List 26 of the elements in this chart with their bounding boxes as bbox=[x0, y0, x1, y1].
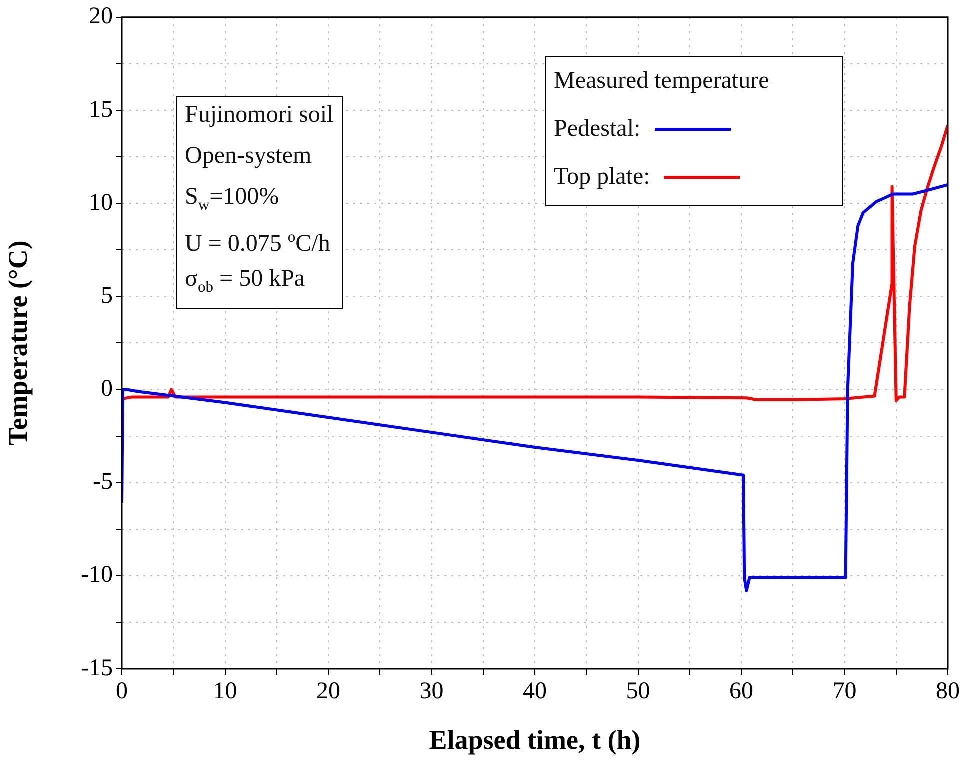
x-tick-label: 40 bbox=[523, 678, 547, 705]
y-tick-label: -5 bbox=[93, 469, 113, 496]
x-axis-title: Elapsed time, t (h) bbox=[429, 724, 641, 755]
x-tick-label: 10 bbox=[213, 678, 238, 705]
legend-title: Measured temperature bbox=[554, 67, 770, 96]
x-tick-label: 30 bbox=[420, 678, 444, 705]
x-tick-label: 70 bbox=[832, 678, 857, 705]
x-tick-label: 50 bbox=[626, 678, 650, 705]
y-tick-label: 0 bbox=[101, 376, 113, 402]
y-tick-label: -10 bbox=[81, 562, 113, 588]
y-tick-label: 15 bbox=[89, 96, 113, 123]
legend-label: Pedestal: bbox=[554, 115, 641, 144]
annotation: S$_{w}$=100% bbox=[185, 183, 280, 216]
annotation: Fujinomori soil bbox=[185, 101, 334, 130]
legend-label: Top plate: bbox=[554, 163, 650, 192]
x-tick-label: 80 bbox=[936, 678, 960, 705]
y-axis-title: Temperature (°C) bbox=[3, 240, 34, 446]
annotation: σ$_{ob}$ = 50 kPa bbox=[185, 265, 306, 298]
y-tick-label: 20 bbox=[89, 4, 113, 30]
x-tick-label: 20 bbox=[316, 678, 340, 705]
y-tick-label: 10 bbox=[89, 190, 113, 216]
annotation: Open-system bbox=[185, 142, 313, 171]
x-tick-label: 60 bbox=[730, 678, 754, 705]
y-tick-label: 5 bbox=[101, 282, 113, 309]
y-tick-label: -15 bbox=[81, 655, 113, 682]
annotation: U = 0.075 $^{o}$C/h bbox=[185, 228, 332, 259]
